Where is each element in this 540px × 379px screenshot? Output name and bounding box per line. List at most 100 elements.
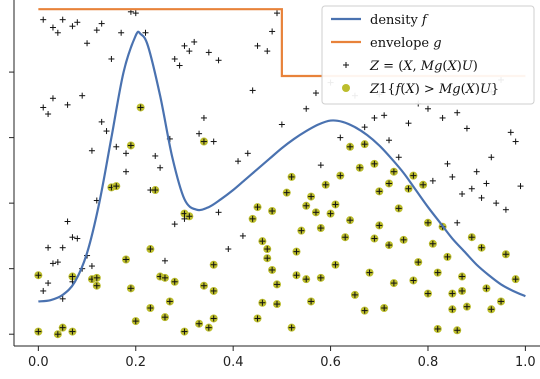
accepted-point [399,235,408,244]
accepted-point [253,314,262,323]
accepted-point [92,273,101,282]
accepted-point [448,289,457,298]
proposal-point [152,152,159,159]
proposal-point [274,10,280,17]
proposal-point [473,168,480,175]
accepted-point [199,137,208,146]
accepted-point [370,159,379,168]
proposal-point [142,29,149,36]
accepted-point [287,172,296,181]
proposal-point [93,27,100,34]
x-tick-label: 0.6 [320,355,341,370]
proposal-point [147,187,154,194]
accepted-point [297,226,306,235]
proposal-point [59,295,66,302]
proposal-point [454,219,461,226]
proposal-point [103,128,110,135]
accepted-point [185,212,194,221]
proposal-point [269,28,276,35]
accepted-point [316,224,325,233]
proposal-point [88,263,95,270]
proposal-point [395,154,402,161]
proposal-point [171,221,178,228]
proposal-point [49,24,56,31]
accepted-point [58,323,67,332]
accepted-point [204,323,213,332]
accepted-point [360,140,369,149]
accepted-point [287,323,296,332]
accepted-point [248,214,257,223]
proposal-point [181,42,188,49]
accepted-point [453,326,462,335]
proposal-point [108,55,115,62]
proposal-point [386,137,393,144]
accepted-point [394,204,403,213]
proposal-point [59,244,66,251]
proposal-point [171,55,178,62]
proposal-point [186,48,193,55]
x-tick-label: 0.4 [223,355,244,370]
accepted-point [346,142,355,151]
accepted-point [160,273,169,282]
accepted-point [462,302,471,311]
proposal-point [181,215,188,222]
accepted-point [180,327,189,336]
legend-proposal-label: 𝑍 = (𝑋, 𝑀𝑔(𝑋)𝑈) [369,59,478,74]
accepted-point [346,216,355,225]
accepted-point [209,314,218,323]
accepted-point [34,327,43,336]
proposal-point [488,154,495,161]
proposal-point [449,173,456,180]
proposal-point [478,194,485,201]
proposal-point [45,111,52,118]
accepted-point [423,289,432,298]
accepted-point [428,239,437,248]
accepted-point [209,260,218,269]
proposal-point [118,29,125,36]
proposal-point [439,114,446,121]
proposal-point [454,109,461,116]
accepted-point [321,180,330,189]
proposal-point [40,16,47,23]
proposal-point [381,112,388,119]
proposal-point [176,62,183,69]
accepted-point [53,330,62,339]
proposal-point [64,218,71,225]
x-tick-label: 0.2 [125,355,146,370]
proposal-point [132,10,139,17]
proposal-point [405,120,412,127]
accepted-point [160,313,169,322]
proposal-point [424,105,431,112]
legend: density 𝑓 envelope 𝑔 𝑍 = (𝑋, 𝑀𝑔(𝑋)𝑈) 𝑍1{… [321,5,535,105]
legend-envelope-label: envelope 𝑔 [370,36,442,51]
proposal-point [244,150,251,157]
accepted-point [68,327,77,336]
accepted-point [131,317,140,326]
accepted-point [170,277,179,286]
accepted-point [385,241,394,250]
proposal-point [40,104,47,111]
proposal-point [493,200,500,207]
accepted-points [34,103,520,339]
proposal-point [317,162,324,169]
proposal-point [205,49,212,56]
accepted-point [355,163,364,172]
legend-accepted-marker [342,84,350,92]
accepted-point [195,319,204,328]
accepted-point [409,276,418,285]
accepted-point [268,265,277,274]
accepted-point [414,258,423,267]
accepted-point [258,237,267,246]
accepted-point [341,233,350,242]
proposal-point [40,287,47,294]
accepted-point [282,188,291,197]
accepted-point [92,281,101,290]
density-line [38,30,526,303]
proposal-point [507,129,514,136]
accepted-point [487,305,496,314]
proposal-point [88,147,95,154]
proposal-point [98,118,105,125]
proposal-point [512,138,519,145]
legend-frame [321,5,535,105]
accepted-point [122,255,131,264]
